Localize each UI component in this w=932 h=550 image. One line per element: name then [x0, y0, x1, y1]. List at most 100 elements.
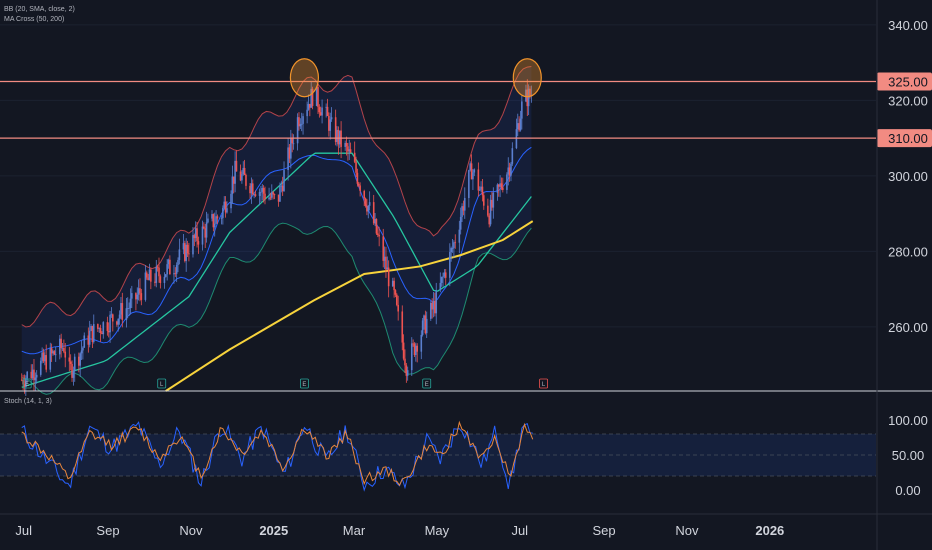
- event-marker[interactable]: E: [422, 378, 432, 389]
- candle: [45, 344, 48, 373]
- candle-body: [387, 267, 390, 287]
- stoch-pane[interactable]: [0, 420, 876, 492]
- candle: [421, 317, 424, 337]
- candle-body: [405, 365, 408, 376]
- bb-legend[interactable]: BB (20, SMA, close, 2): [4, 6, 75, 13]
- candle-body: [378, 234, 380, 237]
- candle: [511, 142, 514, 166]
- event-marker-box[interactable]: [300, 378, 309, 389]
- candle: [338, 130, 341, 148]
- candle-body: [258, 191, 261, 196]
- candle-body: [412, 343, 414, 345]
- candle: [344, 140, 346, 151]
- candle: [136, 287, 139, 304]
- candle-body: [423, 315, 425, 321]
- candle-body: [98, 328, 101, 329]
- candle-body: [298, 117, 300, 127]
- candle: [53, 350, 56, 356]
- candle: [318, 104, 321, 118]
- candle: [106, 316, 109, 336]
- candle: [353, 141, 356, 164]
- candle: [110, 307, 113, 318]
- candle-body: [173, 273, 175, 275]
- candle-body: [529, 88, 531, 96]
- candle-body: [328, 116, 330, 131]
- candle: [69, 354, 72, 371]
- level-label: 325.00: [888, 74, 928, 89]
- y-tick-label: 280.00: [888, 244, 928, 259]
- candle-body: [462, 206, 465, 211]
- candle: [424, 310, 427, 335]
- candle: [192, 227, 194, 258]
- candle-body: [440, 276, 443, 283]
- event-marker[interactable]: E: [300, 378, 309, 389]
- candle: [319, 106, 322, 116]
- candle-body: [231, 176, 234, 194]
- y-tick-label: 340.00: [888, 18, 928, 33]
- candle: [329, 112, 332, 140]
- candle: [232, 176, 235, 194]
- candle: [321, 99, 323, 124]
- event-marker-box[interactable]: [22, 378, 32, 389]
- event-marker[interactable]: E: [22, 378, 32, 389]
- level-label-bg: [877, 129, 932, 148]
- candle: [415, 342, 417, 362]
- candle-body: [188, 253, 190, 255]
- candle-body: [131, 293, 133, 299]
- candle-body: [521, 101, 523, 119]
- candle: [296, 113, 299, 151]
- candle: [173, 264, 175, 284]
- candle: [372, 194, 375, 225]
- candle-body: [349, 149, 352, 153]
- candle: [345, 136, 348, 156]
- candle-body: [117, 318, 120, 325]
- candle: [26, 370, 28, 385]
- candle: [290, 129, 292, 169]
- candle-body: [366, 205, 368, 212]
- candle-body: [424, 315, 427, 334]
- candle: [148, 263, 151, 281]
- candle: [487, 198, 489, 218]
- candle: [451, 238, 454, 253]
- candle: [432, 291, 435, 318]
- candle-body: [367, 205, 370, 212]
- candle: [177, 257, 179, 273]
- candle: [159, 274, 162, 289]
- candle: [459, 207, 462, 235]
- candle: [83, 332, 86, 348]
- candle-body: [79, 353, 81, 366]
- candle-body: [310, 88, 313, 108]
- candle-body: [245, 175, 247, 186]
- candle-body: [196, 228, 198, 242]
- y-tick-label: 260.00: [888, 320, 928, 335]
- event-marker-label: E: [25, 382, 29, 388]
- candle-body: [101, 332, 103, 335]
- candle-body: [518, 123, 520, 131]
- candle-body: [510, 163, 512, 176]
- stoch-legend[interactable]: Stoch (14, 1, 3): [4, 398, 52, 405]
- event-marker-box[interactable]: [157, 378, 167, 389]
- candle-body: [178, 249, 181, 261]
- event-marker-box[interactable]: [539, 378, 548, 389]
- candle-body: [42, 352, 45, 362]
- candle-body: [463, 198, 466, 211]
- event-marker[interactable]: L: [157, 378, 167, 389]
- candle: [166, 258, 168, 281]
- candle-body: [507, 167, 510, 175]
- candle: [364, 197, 367, 208]
- candle: [396, 293, 398, 307]
- event-marker[interactable]: L: [539, 378, 548, 389]
- candle-body: [264, 193, 266, 200]
- ma-cross-legend[interactable]: MA Cross (50, 200): [4, 16, 65, 23]
- event-marker-box[interactable]: [422, 378, 432, 389]
- candle-body: [186, 244, 189, 254]
- candle-body: [300, 123, 303, 125]
- candle-body: [451, 247, 454, 249]
- candle-body: [150, 269, 152, 282]
- candle-body: [329, 119, 332, 131]
- candle: [527, 84, 530, 116]
- level-label: 310.00: [888, 131, 928, 146]
- candle-body: [500, 183, 503, 188]
